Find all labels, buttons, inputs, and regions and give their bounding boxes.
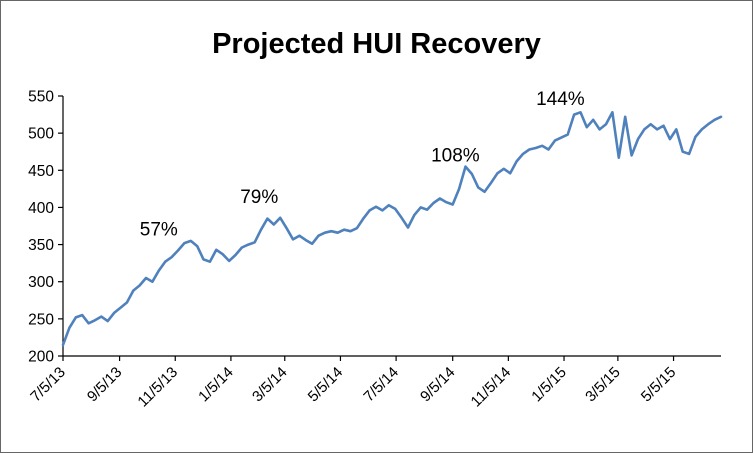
x-tick-label: 7/5/14 [360,364,402,406]
x-tick-label: 5/5/14 [305,364,347,406]
y-tick-label: 550 [28,89,54,106]
x-tick-label: 11/5/13 [134,364,181,411]
x-tick-label: 9/5/14 [417,364,459,406]
annotation-label: 79% [240,187,278,208]
x-tick-label: 1/5/14 [195,364,237,406]
annotation-label: 57% [140,220,178,241]
x-tick-label: 9/5/13 [84,364,126,406]
annotation-label: 108% [431,145,480,166]
annotation-label: 144% [536,89,585,110]
x-tick-label: 1/5/15 [528,364,570,406]
x-tick-label: 3/5/15 [582,364,624,406]
x-tick-label: 5/5/15 [638,364,680,406]
y-tick-label: 500 [28,126,54,143]
y-tick-label: 350 [28,237,54,254]
y-tick-label: 200 [28,349,54,366]
y-tick-label: 450 [28,163,54,180]
x-tick-label: 7/5/13 [27,364,69,406]
y-tick-label: 250 [28,311,54,328]
y-tick-label: 300 [28,274,54,291]
chart-title: Projected HUI Recovery [212,28,541,60]
x-tick-label: 3/5/14 [249,364,291,406]
hui-recovery-line [61,111,723,347]
y-tick-label: 400 [28,200,54,217]
x-tick-label: 11/5/14 [468,364,515,411]
